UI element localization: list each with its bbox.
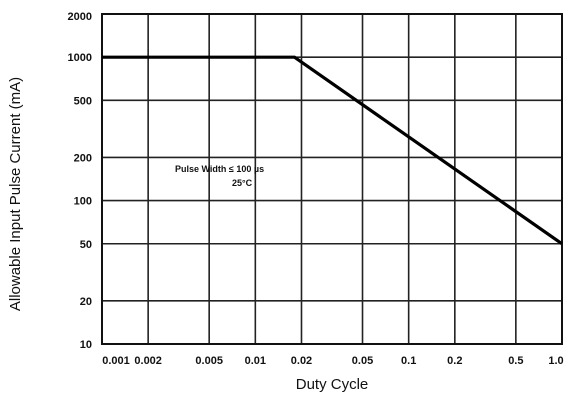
y-tick-label: 10 (80, 339, 92, 351)
y-tick-labels: 10 20 50 100 200 500 1000 2000 (68, 11, 92, 351)
series-layer (102, 55, 563, 246)
x-tick-label: 0.1 (401, 355, 416, 367)
x-tick-label: 1.0 (548, 355, 563, 367)
y-tick-label: 50 (80, 239, 92, 251)
x-tick-label: 0.01 (245, 355, 266, 367)
annotation-temperature: 25°C (232, 178, 253, 188)
y-tick-label: 1000 (68, 52, 92, 64)
y-tick-label: 500 (74, 95, 92, 107)
y-tick-label: 200 (74, 152, 92, 164)
x-tick-label: 0.2 (447, 355, 462, 367)
y-tick-label: 100 (74, 196, 92, 208)
y-axis-label: Allowable Input Pulse Current (mA) (7, 77, 24, 311)
x-axis-label: Duty Cycle (296, 376, 369, 393)
y-tick-label: 20 (80, 296, 92, 308)
x-tick-labels: 0.001 0.002 0.005 0.01 0.02 0.05 0.1 0.2 0.5 1.0 (102, 355, 563, 367)
x-tick-label: 0.5 (508, 355, 523, 367)
x-tick-label: 0.02 (291, 355, 312, 367)
grid (102, 14, 562, 344)
x-tick-label: 0.05 (352, 355, 373, 367)
x-tick-label: 0.001 (102, 355, 130, 367)
series-line (102, 55, 563, 246)
x-tick-label: 0.005 (195, 355, 223, 367)
plot-frame (101, 13, 563, 345)
annotation-pulse-width: Pulse Width ≤ 100 µs (175, 164, 264, 174)
y-tick-label: 2000 (68, 11, 92, 23)
x-tick-label: 0.002 (134, 355, 162, 367)
